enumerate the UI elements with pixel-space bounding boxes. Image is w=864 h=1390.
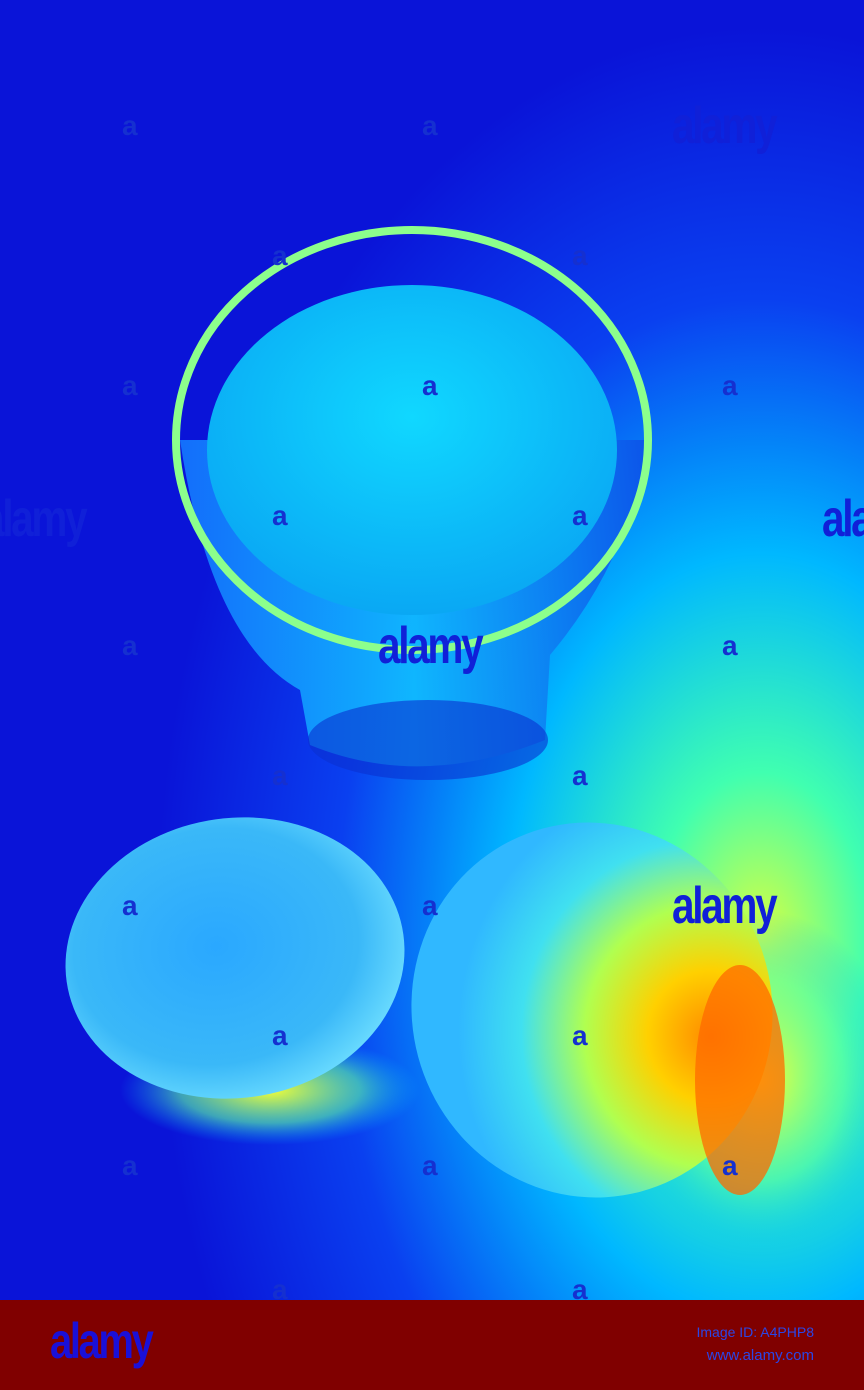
watermark-logo: alamy	[0, 490, 88, 548]
watermark-mark: a	[422, 370, 438, 401]
watermark-logo: alamy	[822, 490, 864, 548]
image-id-label: Image ID: A4PHP8	[696, 1324, 814, 1340]
watermark-mark: a	[572, 1274, 588, 1301]
watermark-mark: a	[272, 1274, 288, 1301]
watermark-mark: a	[272, 1020, 288, 1051]
watermark-mark: a	[572, 500, 588, 531]
watermark-mark: a	[122, 110, 138, 141]
watermark-logo: alamy	[672, 97, 778, 155]
watermark-mark: a	[272, 500, 288, 531]
watermark-mark: a	[272, 240, 288, 271]
watermark-mark: a	[572, 760, 588, 791]
watermark-mark: a	[122, 630, 138, 661]
fruit-right-shadow	[695, 965, 785, 1195]
watermark-mark: a	[122, 1150, 138, 1181]
water-surface	[207, 285, 617, 615]
watermark-mark: a	[422, 110, 438, 141]
footer-bar: alamy Image ID: A4PHP8 www.alamy.com	[0, 1300, 864, 1390]
glass-rim	[172, 226, 652, 654]
watermark-mark: a	[422, 890, 438, 921]
watermark-mark: a	[722, 630, 738, 661]
site-url-link[interactable]: www.alamy.com	[706, 1347, 814, 1364]
watermark-logo: alamy	[672, 877, 778, 935]
watermark-logo: alamy	[378, 617, 484, 675]
glass-foot	[308, 700, 548, 780]
watermark-mark: a	[722, 1150, 738, 1181]
watermark-mark: a	[722, 370, 738, 401]
watermark-mark: a	[422, 1150, 438, 1181]
watermark-mark: a	[122, 890, 138, 921]
footer-logo[interactable]: alamy	[50, 1313, 154, 1369]
photo: alamy alamy alamy alamy alamy a a a a a …	[0, 0, 864, 1300]
fruit-left	[65, 817, 405, 1099]
watermark-mark: a	[272, 760, 288, 791]
watermark-mark: a	[122, 370, 138, 401]
watermark-mark: a	[572, 1020, 588, 1051]
fruit-right	[411, 822, 773, 1198]
watermark-mark: a	[572, 240, 588, 271]
